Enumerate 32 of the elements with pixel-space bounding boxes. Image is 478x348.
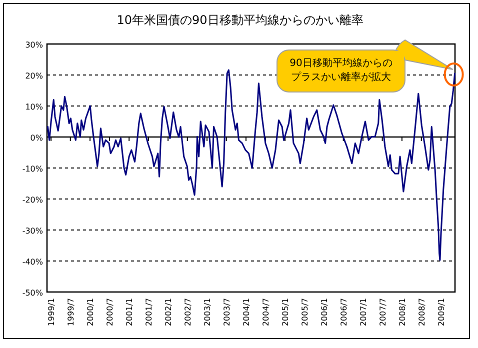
y-tick-label: 10% <box>25 102 44 112</box>
annotation: 90日移動平均線からのプラスかい離率が拡大 <box>288 57 394 85</box>
x-tick-label: 2004/7 <box>261 298 270 326</box>
chart-title: 10年米国債の90日移動平均線からのかい離率 <box>116 13 364 27</box>
y-tick-label: -30% <box>22 226 44 236</box>
y-tick-label: -10% <box>22 164 44 174</box>
x-tick-label: 2004/1 <box>242 298 251 326</box>
x-tick-label: 2008/7 <box>417 298 426 326</box>
x-tick-label: 2001/1 <box>125 298 134 326</box>
x-tick-label: 2001/7 <box>144 298 154 326</box>
x-tick-label: 2009/1 <box>437 298 446 326</box>
x-tick-label: 2002/1 <box>164 298 174 326</box>
x-tick-label: 2005/1 <box>281 298 290 326</box>
x-tick-label: 2002/7 <box>183 298 192 326</box>
x-tick-label: 2006/1 <box>320 298 330 326</box>
y-tick-label: 30% <box>25 40 44 50</box>
x-tick-label: 2000/1 <box>86 298 96 326</box>
x-tick-label: 2003/7 <box>222 298 232 326</box>
x-tick-label: 1999/1 <box>47 298 56 326</box>
x-tick-label: 1999/7 <box>66 298 76 326</box>
x-tick-label: 2006/7 <box>339 298 348 326</box>
y-tick-label: -50% <box>22 288 44 298</box>
x-tick-label: 2003/1 <box>203 298 212 326</box>
x-tick-label: 2008/1 <box>398 298 407 326</box>
y-tick-label: 20% <box>25 72 44 80</box>
y-tick-label: -20% <box>22 196 44 204</box>
y-tick-label: -40% <box>22 258 44 266</box>
y-tick-label: 0% <box>30 134 44 142</box>
x-tick-label: 2007/1 <box>358 298 368 326</box>
x-tick-label: 2000/7 <box>105 298 114 326</box>
x-tick-label: 2005/7 <box>300 298 310 326</box>
x-tick-label: 2007/7 <box>378 298 388 326</box>
